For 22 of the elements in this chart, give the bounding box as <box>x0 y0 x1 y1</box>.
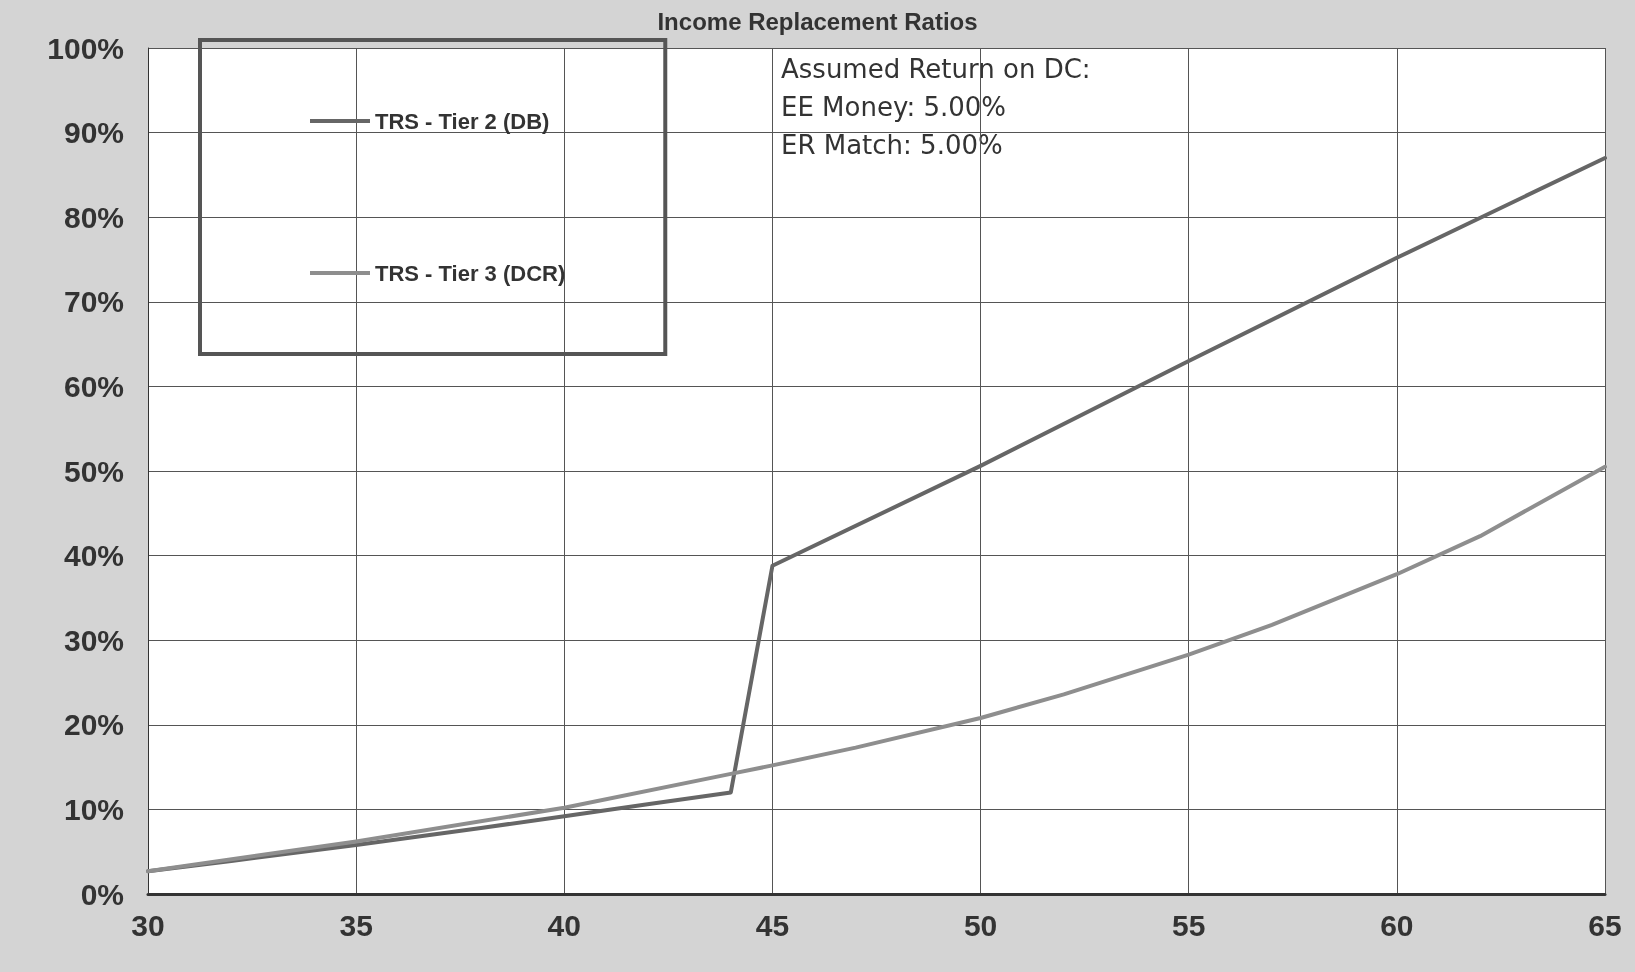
x-tick-label: 35 <box>339 908 373 942</box>
x-tick-label: 60 <box>1380 908 1414 942</box>
legend-label: TRS - Tier 2 (DB) <box>375 108 550 134</box>
y-tick-label: 60% <box>63 369 124 403</box>
y-tick-label: 50% <box>63 454 124 488</box>
y-tick-label: 90% <box>63 116 124 150</box>
y-tick-label: 100% <box>47 31 124 65</box>
y-tick-label: 70% <box>63 285 124 319</box>
y-tick-label: 80% <box>63 200 124 234</box>
x-tick-label: 45 <box>755 908 790 942</box>
x-tick-label: 55 <box>1172 908 1206 942</box>
y-tick-label: 40% <box>63 539 124 573</box>
y-tick-label: 30% <box>63 623 124 657</box>
line-series <box>146 464 1607 874</box>
y-tick-label: 10% <box>63 792 124 826</box>
x-tick-label: 40 <box>547 908 581 942</box>
x-tick-label: 65 <box>1588 908 1622 942</box>
y-tick-label: 20% <box>63 708 124 742</box>
x-tick-label: 30 <box>131 908 165 942</box>
x-tick-label: 50 <box>963 908 998 942</box>
y-tick-label: 0% <box>80 877 124 911</box>
chart-title: Income Replacement Ratios <box>657 7 978 35</box>
